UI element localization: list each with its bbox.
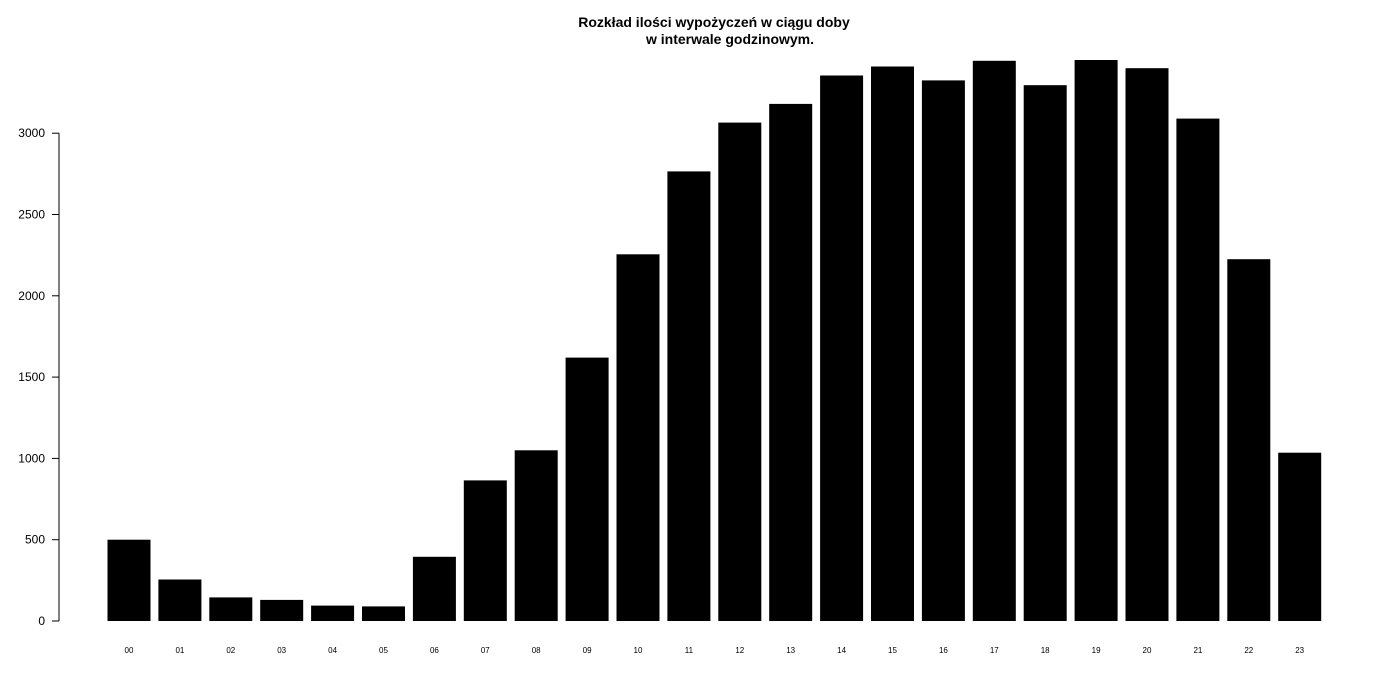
x-tick-label-02: 02 — [226, 646, 235, 655]
bar-05 — [362, 606, 405, 621]
bar-01 — [158, 579, 202, 621]
chart-title-line-2: w interwale godzinowym. — [645, 31, 814, 47]
x-tick-label-23: 23 — [1295, 646, 1304, 655]
x-tick-label-01: 01 — [175, 646, 184, 655]
bar-10 — [616, 254, 660, 622]
chart-title-line-1: Rozkład ilości wypożyczeń w ciągu doby — [578, 14, 850, 30]
y-tick-label: 2000 — [18, 289, 45, 303]
y-tick-label: 1500 — [18, 370, 45, 384]
bar-06 — [412, 556, 456, 621]
bar-13 — [769, 103, 813, 621]
bar-20 — [1125, 68, 1169, 621]
x-tick-label-13: 13 — [786, 646, 795, 655]
x-tick-label-07: 07 — [481, 646, 490, 655]
y-tick-label: 3000 — [18, 126, 45, 140]
bar-17 — [972, 60, 1016, 622]
y-tick-label: 0 — [38, 614, 45, 628]
x-tick-label-03: 03 — [277, 646, 286, 655]
bar-18 — [1023, 85, 1067, 621]
bar-23 — [1278, 452, 1322, 621]
bar-14 — [820, 75, 864, 621]
x-tick-label-08: 08 — [532, 646, 541, 655]
bar-12 — [718, 122, 762, 621]
x-tick-label-14: 14 — [837, 646, 846, 655]
x-tick-label-00: 00 — [125, 646, 134, 655]
y-tick-label: 2500 — [18, 208, 45, 222]
x-tick-label-15: 15 — [888, 646, 897, 655]
bar-09 — [565, 357, 609, 621]
x-tick-label-12: 12 — [735, 646, 744, 655]
x-tick-label-18: 18 — [1041, 646, 1050, 655]
bar-07 — [463, 480, 507, 621]
x-tick-label-10: 10 — [634, 646, 643, 655]
bar-02 — [209, 597, 253, 621]
bar-19 — [1074, 60, 1118, 621]
bar-22 — [1227, 259, 1271, 621]
bar-03 — [260, 599, 304, 621]
x-tick-label-22: 22 — [1244, 646, 1253, 655]
bar-21 — [1176, 118, 1220, 621]
y-tick-label: 1000 — [18, 451, 45, 465]
bars-group — [107, 60, 1322, 622]
x-tick-label-09: 09 — [583, 646, 592, 655]
x-tick-label-05: 05 — [379, 646, 388, 655]
x-tick-label-11: 11 — [685, 646, 694, 655]
x-tick-label-16: 16 — [939, 646, 948, 655]
y-tick-label: 500 — [25, 533, 45, 547]
bar-04 — [311, 605, 355, 621]
x-tick-label-20: 20 — [1143, 646, 1152, 655]
x-tick-label-06: 06 — [430, 646, 439, 655]
x-tick-label-17: 17 — [990, 646, 999, 655]
bar-08 — [514, 450, 558, 621]
x-tick-label-21: 21 — [1193, 646, 1202, 655]
x-tick-label-19: 19 — [1092, 646, 1101, 655]
x-tick-label-04: 04 — [328, 646, 337, 655]
x-tick-labels: 00 01 02 03 04 05 06 07 08 09 10 11 12 13 14 15 16 17 18 19… — [125, 646, 1305, 655]
y-axis: 0 500 1000 1500 2000 2500 3000 — [18, 126, 60, 628]
bar-16 — [921, 80, 965, 621]
bar-15 — [871, 66, 914, 621]
bar-00 — [107, 539, 151, 621]
bar-11 — [667, 171, 711, 621]
